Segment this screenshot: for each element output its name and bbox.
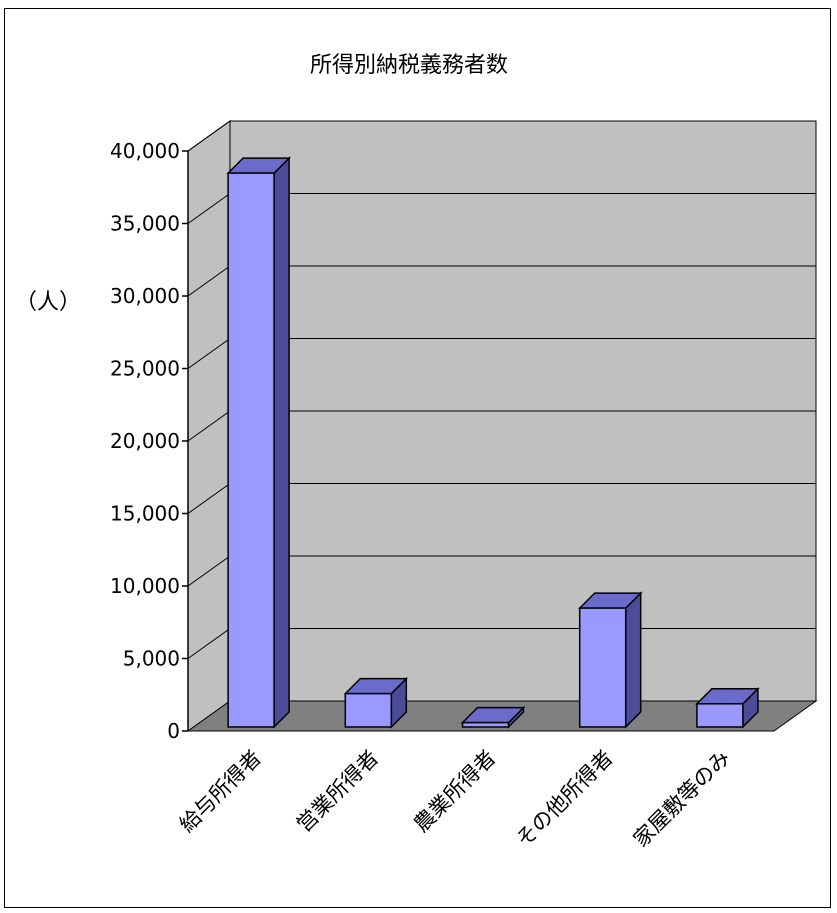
y-tick-label: 15,000 xyxy=(110,502,180,526)
x-tick-labels: 給与所得者 営業所得者 農業所得者 その他所得者 家屋敷等のみ xyxy=(175,746,735,852)
x-tick-label: 営業所得者 xyxy=(292,746,383,837)
bar-front xyxy=(227,172,275,728)
bar-front xyxy=(344,692,393,728)
chart-title: 所得別納税義務者数 xyxy=(310,53,508,78)
bar-front xyxy=(696,703,744,728)
gridline xyxy=(187,120,816,152)
bar xyxy=(460,705,526,729)
bar-side xyxy=(273,156,290,729)
bar-side xyxy=(624,591,642,729)
bar xyxy=(695,686,760,729)
y-tick-labels: 0 5,000 10,000 15,000 20,000 25,000 30,000 35,0… xyxy=(110,139,180,743)
bar xyxy=(343,676,409,729)
y-axis-label: （人） xyxy=(15,290,81,315)
x-tick-label: その他所得者 xyxy=(512,746,618,852)
y-tick-label: 40,000 xyxy=(110,139,180,163)
y-tick-label: 30,000 xyxy=(110,284,180,308)
bar-front xyxy=(578,607,627,728)
x-tick-label: 給与所得者 xyxy=(175,746,266,837)
bar-front xyxy=(461,721,510,728)
y-tick-label: 35,000 xyxy=(110,212,180,236)
bar-chart: 0 5,000 10,000 15,000 20,000 25,000 30,000 35,0… xyxy=(15,53,818,852)
axes xyxy=(182,150,189,732)
bar xyxy=(226,156,291,729)
chart-frame: 0 5,000 10,000 15,000 20,000 25,000 30,000 35,0… xyxy=(4,8,831,908)
y-tick-label: 0 xyxy=(167,719,180,743)
bars xyxy=(226,156,760,729)
y-tick-label: 25,000 xyxy=(110,357,180,381)
y-tick-label: 20,000 xyxy=(110,429,180,453)
x-tick-label: 農業所得者 xyxy=(409,746,500,837)
x-tick-label: 家屋敷等のみ xyxy=(629,746,735,852)
y-tick-label: 5,000 xyxy=(123,647,180,671)
bar xyxy=(577,591,643,729)
y-tick-label: 10,000 xyxy=(110,574,180,598)
